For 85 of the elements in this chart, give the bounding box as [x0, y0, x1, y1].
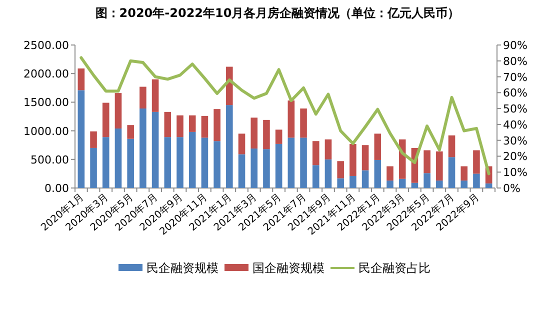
bar [374, 134, 382, 160]
bar [263, 149, 270, 188]
bar [90, 131, 97, 148]
y2-tick-label: 50% [503, 102, 528, 116]
bar [386, 166, 394, 181]
bar [90, 148, 97, 188]
y2-tick-label: 10% [503, 166, 528, 180]
bar [374, 160, 382, 188]
bar [140, 86, 146, 108]
bar [127, 125, 134, 139]
bar [424, 173, 430, 188]
bar [424, 150, 430, 174]
bar [164, 112, 172, 138]
bar [324, 139, 332, 160]
bar [250, 148, 258, 188]
bar [473, 150, 480, 174]
bar [164, 137, 172, 188]
y2-tick-label: 0% [503, 182, 520, 195]
bar [78, 90, 85, 188]
bar [436, 180, 443, 188]
bar [460, 166, 468, 181]
bar [386, 180, 394, 188]
bar [485, 183, 492, 188]
y2-tick-label: 30% [503, 134, 528, 148]
bar [275, 130, 282, 144]
bar [448, 135, 456, 158]
bar [176, 137, 184, 188]
bar [337, 161, 344, 178]
bar [201, 138, 208, 188]
y2-tick-label: 20% [503, 150, 528, 164]
chart-title: 图：2020年-2022年10月各月房企融资情况（单位：亿元人民币） [95, 6, 460, 20]
bar [201, 116, 208, 138]
y2-tick-label: 60% [503, 86, 528, 100]
bar [288, 138, 295, 188]
bar [140, 108, 146, 188]
bar [114, 93, 122, 129]
bar [152, 112, 159, 188]
y-tick-label: 0.00 [44, 182, 69, 195]
bar [362, 170, 369, 188]
bar [114, 128, 122, 188]
y2-tick-label: 90% [503, 39, 528, 52]
bar [362, 145, 369, 170]
bar [102, 137, 110, 188]
bar [460, 180, 468, 188]
y2-tick-label: 40% [503, 118, 528, 132]
y-tick-label: 1000.00 [24, 124, 69, 138]
bar [152, 79, 159, 112]
bar [238, 134, 246, 154]
bar [288, 100, 295, 138]
bar [436, 151, 443, 181]
bar [127, 138, 134, 188]
legend-label: 民企融资规模 [146, 261, 218, 275]
bar [350, 176, 356, 188]
bar [473, 174, 480, 188]
bar [398, 178, 406, 188]
bar [176, 115, 184, 138]
y-tick-label: 1500.00 [24, 96, 69, 110]
bar [275, 144, 282, 188]
bar [263, 120, 270, 150]
bar [188, 132, 196, 188]
bar [337, 178, 344, 188]
y-tick-label: 500.00 [30, 153, 69, 166]
bar [78, 68, 85, 90]
bar [312, 141, 320, 166]
bar [350, 144, 356, 176]
bar [238, 154, 246, 188]
y2-tick-label: 80% [503, 54, 528, 68]
bar [250, 118, 258, 149]
bar [300, 108, 307, 138]
bar [102, 102, 110, 138]
bar [214, 109, 220, 142]
bar [448, 157, 456, 188]
y-tick-label: 2000.00 [24, 68, 69, 81]
bar [411, 182, 418, 188]
bar [214, 141, 220, 188]
legend-label: 国企融资规模 [252, 261, 324, 275]
y-tick-label: 2500.00 [24, 39, 69, 52]
line-series [80, 56, 490, 176]
bar [312, 165, 320, 188]
bar [300, 138, 307, 188]
bar [226, 105, 233, 188]
bar [324, 159, 332, 188]
legend-label: 民企融资占比 [358, 261, 430, 275]
y2-tick-label: 70% [503, 70, 528, 84]
bar [188, 115, 196, 132]
